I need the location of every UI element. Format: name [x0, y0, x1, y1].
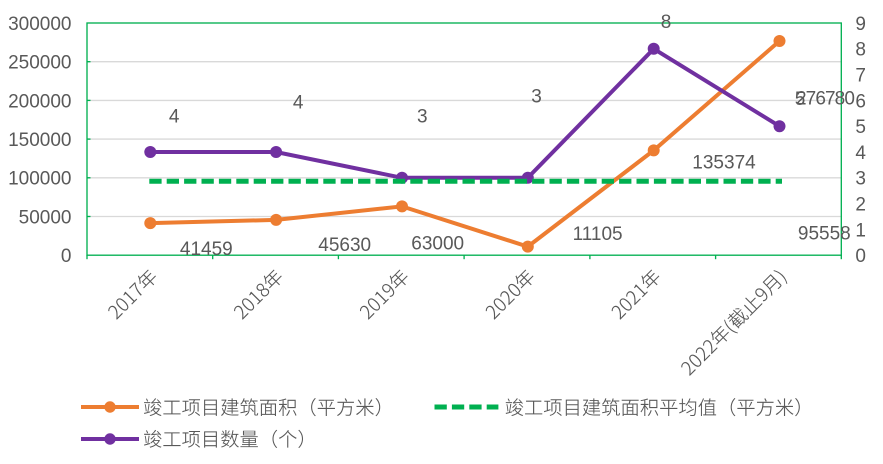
- svg-text:50000: 50000: [19, 207, 72, 228]
- svg-text:5: 5: [855, 117, 866, 138]
- svg-text:3: 3: [531, 87, 542, 108]
- svg-text:6: 6: [855, 91, 866, 112]
- svg-text:3: 3: [855, 169, 866, 190]
- svg-text:0: 0: [61, 246, 72, 267]
- svg-text:135374: 135374: [692, 152, 756, 173]
- svg-text:150000: 150000: [8, 130, 71, 151]
- svg-text:5: 5: [795, 89, 806, 110]
- svg-text:2: 2: [855, 195, 866, 216]
- svg-text:7: 7: [855, 66, 866, 87]
- svg-text:276780: 276780: [796, 89, 854, 110]
- svg-text:4: 4: [855, 143, 866, 164]
- svg-text:300000: 300000: [8, 14, 71, 35]
- svg-text:45630: 45630: [318, 235, 371, 256]
- svg-text:11105: 11105: [573, 224, 623, 245]
- svg-text:200000: 200000: [8, 91, 71, 112]
- svg-text:250000: 250000: [8, 53, 71, 74]
- svg-text:63000: 63000: [411, 234, 464, 255]
- svg-text:41459: 41459: [180, 239, 233, 260]
- svg-text:4: 4: [169, 106, 180, 127]
- svg-text:1: 1: [855, 220, 866, 241]
- svg-text:0: 0: [855, 246, 866, 267]
- svg-text:100000: 100000: [8, 169, 71, 190]
- svg-text:95558: 95558: [798, 224, 851, 245]
- svg-text:9: 9: [855, 14, 866, 35]
- svg-text:8: 8: [855, 40, 866, 61]
- svg-text:4: 4: [293, 93, 304, 114]
- svg-text:8: 8: [661, 12, 672, 33]
- svg-text:3: 3: [417, 106, 428, 127]
